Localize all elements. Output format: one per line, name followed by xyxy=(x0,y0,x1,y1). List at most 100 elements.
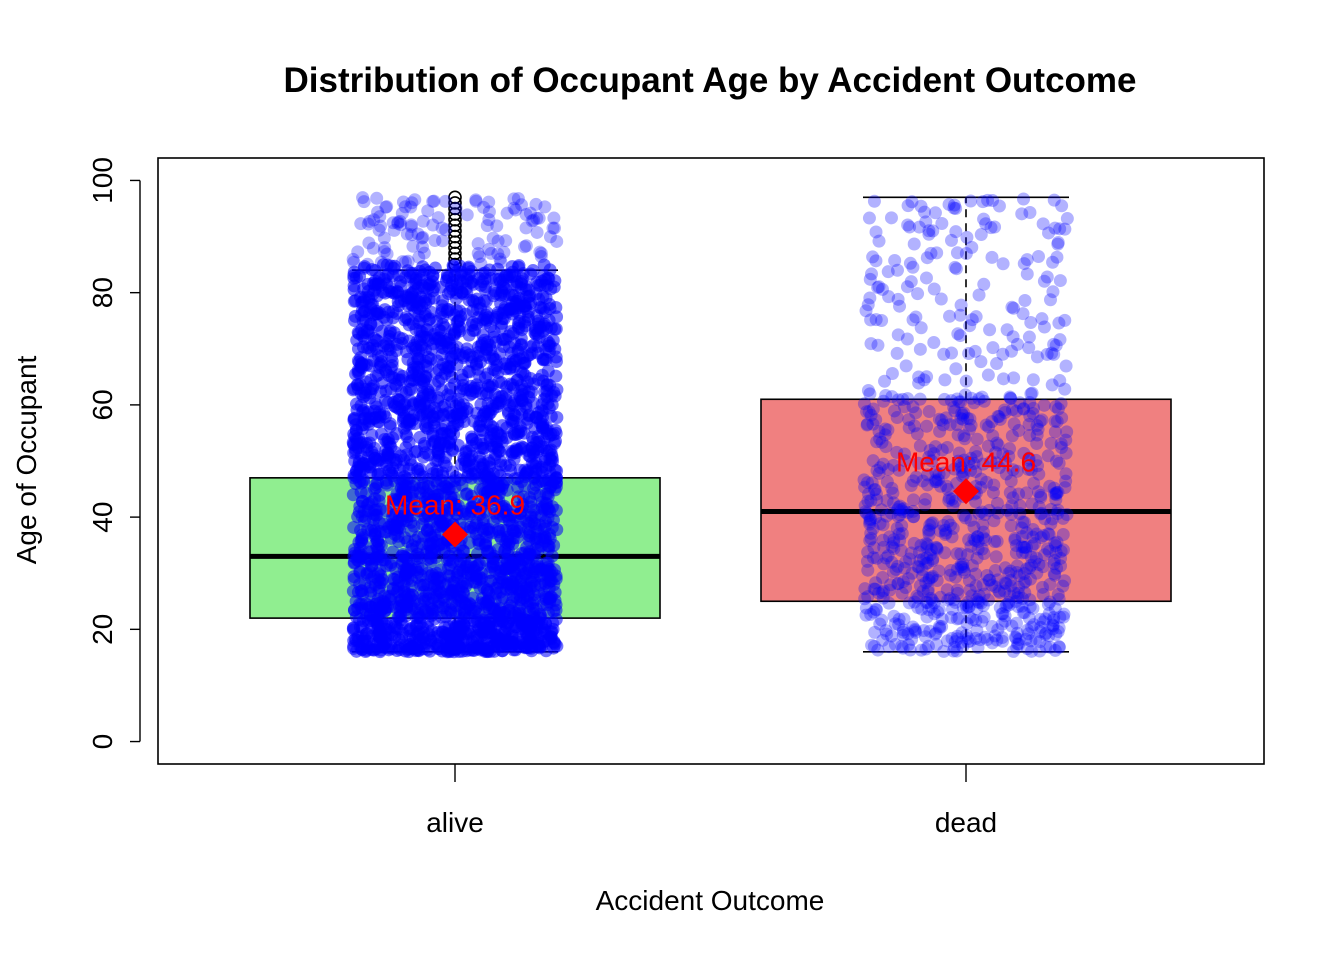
jitter-point-dead xyxy=(1034,488,1048,502)
jitter-point-alive xyxy=(499,362,513,376)
jitter-point-dead xyxy=(915,602,929,616)
jitter-point-alive xyxy=(482,242,496,256)
mean-marker-dead xyxy=(953,478,979,505)
jitter-point-alive xyxy=(476,497,490,511)
jitter-point-dead xyxy=(863,513,877,527)
jitter-point-dead xyxy=(1053,222,1067,236)
jitter-point-dead xyxy=(951,454,965,468)
jitter-point-alive xyxy=(388,445,402,459)
jitter-point-alive xyxy=(403,417,417,431)
jitter-point-dead xyxy=(1025,644,1039,658)
jitter-point-alive xyxy=(422,472,436,486)
jitter-point-dead xyxy=(863,515,877,529)
jitter-point-dead xyxy=(993,412,1007,426)
jitter-point-alive xyxy=(447,308,461,322)
jitter-point-alive xyxy=(526,446,540,460)
jitter-point-dead xyxy=(957,406,971,420)
jitter-point-dead xyxy=(933,590,947,604)
jitter-point-dead xyxy=(909,470,923,484)
jitter-point-dead xyxy=(943,568,957,582)
jitter-point-dead xyxy=(977,531,991,545)
jitter-point-dead xyxy=(1029,453,1043,467)
jitter-point-dead xyxy=(976,195,990,209)
jitter-point-alive xyxy=(528,562,542,576)
jitter-point-dead xyxy=(956,640,970,654)
jitter-point-dead xyxy=(937,519,951,533)
jitter-point-dead xyxy=(864,267,878,281)
jitter-point-dead xyxy=(998,455,1012,469)
jitter-point-dead xyxy=(984,455,998,469)
jitter-point-dead xyxy=(1025,620,1039,634)
jitter-point-alive xyxy=(398,589,412,603)
jitter-point-dead xyxy=(965,240,979,254)
jitter-point-alive xyxy=(369,481,383,495)
jitter-point-dead xyxy=(1049,400,1063,414)
jitter-point-dead xyxy=(922,450,936,464)
jitter-point-dead xyxy=(886,565,900,579)
jitter-point-dead xyxy=(959,598,973,612)
jitter-point-dead xyxy=(970,602,984,616)
jitter-point-dead xyxy=(891,292,905,306)
jitter-point-dead xyxy=(1011,637,1025,651)
jitter-point-dead xyxy=(888,638,902,652)
jitter-point-dead xyxy=(965,313,979,327)
jitter-point-dead xyxy=(972,392,986,406)
jitter-point-dead xyxy=(917,624,931,638)
jitter-point-dead xyxy=(1052,592,1066,606)
jitter-point-dead xyxy=(1058,481,1072,495)
jitter-point-alive xyxy=(512,259,526,273)
jitter-point-dead xyxy=(945,492,959,506)
jitter-point-dead xyxy=(986,429,1000,443)
jitter-point-dead xyxy=(909,406,923,420)
jitter-point-dead xyxy=(925,593,939,607)
jitter-point-dead xyxy=(867,582,881,596)
jitter-point-dead xyxy=(1000,503,1014,517)
jitter-point-alive xyxy=(493,252,507,266)
jitter-point-dead xyxy=(1030,419,1044,433)
jitter-point-dead xyxy=(1049,493,1063,507)
jitter-point-dead xyxy=(951,428,965,442)
jitter-point-dead xyxy=(957,563,971,577)
jitter-point-dead xyxy=(1039,626,1053,640)
jitter-point-dead xyxy=(1058,313,1072,327)
jitter-point-alive xyxy=(505,416,519,430)
jitter-point-alive xyxy=(351,342,365,356)
jitter-point-dead xyxy=(878,374,892,388)
plot-frame xyxy=(157,157,1265,765)
jitter-point-alive xyxy=(370,191,384,205)
jitter-point-dead xyxy=(1009,616,1023,630)
jitter-point-alive xyxy=(365,524,379,538)
jitter-point-dead xyxy=(906,260,920,274)
jitter-point-dead xyxy=(928,206,942,220)
jitter-point-dead xyxy=(859,601,873,615)
jitter-point-dead xyxy=(972,589,986,603)
jitter-point-dead xyxy=(934,479,948,493)
jitter-point-dead xyxy=(873,617,887,631)
jitter-point-dead xyxy=(1048,643,1062,657)
jitter-point-dead xyxy=(1048,487,1062,501)
jitter-point-dead xyxy=(919,595,933,609)
jitter-point-dead xyxy=(1030,428,1044,442)
jitter-point-dead xyxy=(919,492,933,506)
jitter-point-dead xyxy=(921,468,935,482)
jitter-point-dead xyxy=(912,220,926,234)
jitter-point-dead xyxy=(956,560,970,574)
jitter-point-dead xyxy=(944,610,958,624)
jitter-point-dead xyxy=(957,429,971,443)
jitter-point-dead xyxy=(1012,633,1026,647)
jitter-point-alive xyxy=(535,404,549,418)
jitter-point-dead xyxy=(1038,612,1052,626)
jitter-point-dead xyxy=(957,508,971,522)
jitter-point-dead xyxy=(1051,485,1065,499)
jitter-point-dead xyxy=(922,573,936,587)
jitter-point-dead xyxy=(999,600,1013,614)
jitter-point-dead xyxy=(864,337,878,351)
jitter-point-dead xyxy=(1031,485,1045,499)
jitter-point-dead xyxy=(992,410,1006,424)
jitter-point-dead xyxy=(952,611,966,625)
jitter-point-dead xyxy=(1007,301,1021,315)
jitter-point-dead xyxy=(976,457,990,471)
jitter-point-dead xyxy=(921,582,935,596)
jitter-point-alive xyxy=(477,200,491,214)
jitter-point-dead xyxy=(935,443,949,457)
